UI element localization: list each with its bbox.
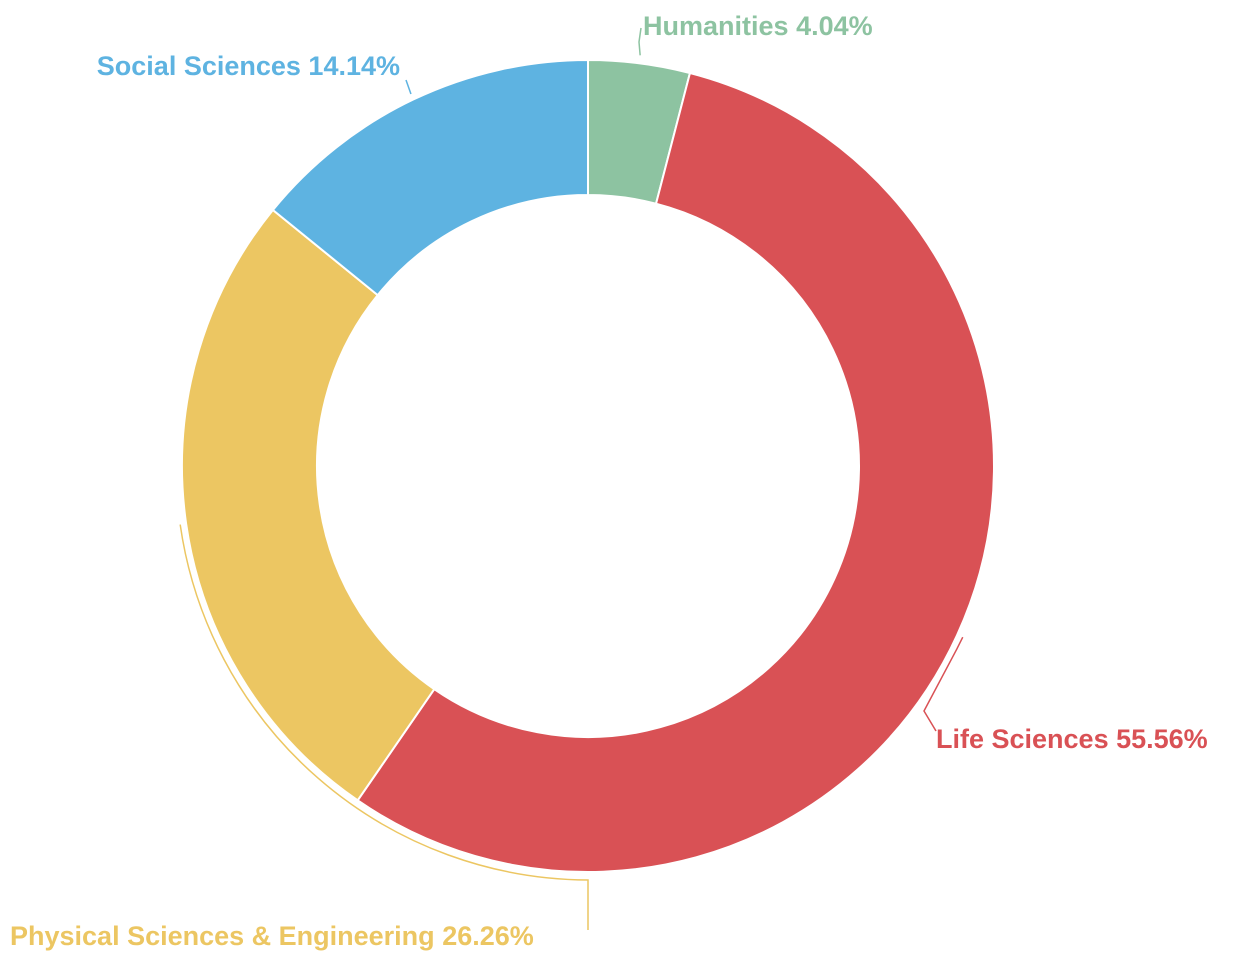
donut-slice [181,208,436,802]
leader-line [638,27,642,56]
category-label: Life Sciences [936,724,1109,754]
category-label: Humanities [643,11,789,41]
slice-label: Humanities 4.04% [643,11,873,41]
slice-label: Social Sciences 14.14% [97,51,400,81]
category-label: Social Sciences [97,51,301,81]
slice-label: Life Sciences 55.56% [936,724,1208,754]
leader-line [179,524,589,930]
value-label: 14.14% [308,51,400,81]
value-label: 26.26% [442,921,534,951]
leader-line [405,79,412,95]
category-label: Physical Sciences & Engineering [10,921,435,951]
slice-label: Physical Sciences & Engineering 26.26% [10,921,534,951]
donut-slice [271,58,589,297]
leader-line [923,636,964,732]
value-label: 55.56% [1116,724,1208,754]
value-label: 4.04% [796,11,873,41]
donut-slice [356,71,995,873]
